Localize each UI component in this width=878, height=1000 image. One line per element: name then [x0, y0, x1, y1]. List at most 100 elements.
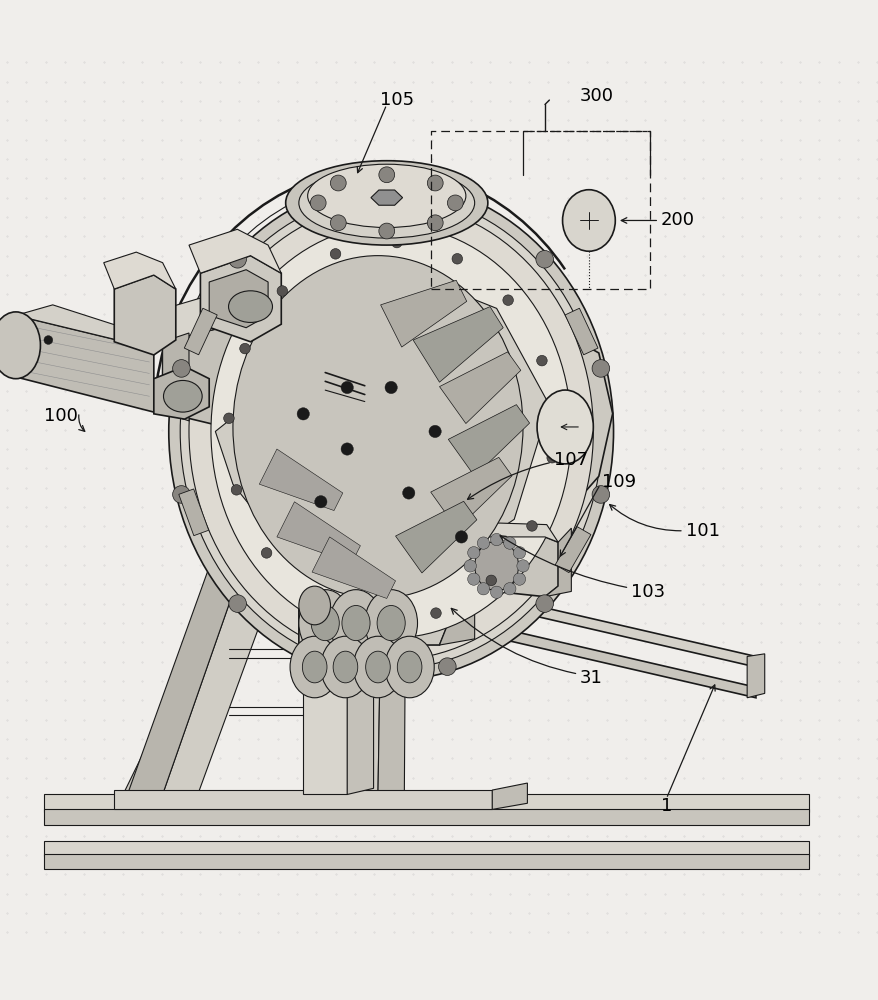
Polygon shape: [209, 270, 268, 328]
Polygon shape: [154, 366, 209, 419]
Ellipse shape: [364, 590, 417, 656]
Polygon shape: [565, 308, 597, 355]
Polygon shape: [461, 537, 558, 597]
Ellipse shape: [299, 586, 330, 625]
Ellipse shape: [536, 595, 553, 612]
Polygon shape: [127, 513, 259, 794]
Ellipse shape: [464, 560, 476, 572]
Ellipse shape: [172, 360, 190, 377]
Polygon shape: [200, 256, 281, 342]
Ellipse shape: [477, 537, 489, 549]
Polygon shape: [193, 511, 312, 639]
Ellipse shape: [326, 658, 343, 675]
Ellipse shape: [320, 636, 370, 698]
Polygon shape: [342, 518, 382, 794]
Ellipse shape: [307, 164, 465, 228]
Ellipse shape: [330, 249, 341, 259]
Ellipse shape: [546, 452, 557, 463]
Ellipse shape: [233, 256, 522, 598]
Ellipse shape: [562, 190, 615, 251]
Ellipse shape: [536, 355, 547, 366]
Polygon shape: [347, 500, 373, 645]
Ellipse shape: [592, 360, 609, 377]
Text: 31: 31: [579, 669, 602, 687]
Text: 109: 109: [601, 473, 636, 491]
Ellipse shape: [378, 167, 394, 183]
Polygon shape: [413, 307, 502, 382]
Polygon shape: [189, 229, 281, 273]
Ellipse shape: [378, 223, 394, 239]
Polygon shape: [44, 841, 808, 856]
Polygon shape: [544, 528, 571, 597]
Ellipse shape: [447, 195, 463, 211]
Ellipse shape: [536, 390, 593, 464]
Polygon shape: [461, 522, 558, 542]
Ellipse shape: [502, 295, 513, 305]
Polygon shape: [277, 502, 360, 563]
Polygon shape: [430, 457, 511, 529]
Polygon shape: [114, 790, 492, 809]
Polygon shape: [408, 491, 465, 586]
Polygon shape: [215, 273, 549, 590]
Ellipse shape: [503, 537, 515, 549]
Polygon shape: [16, 315, 154, 412]
Ellipse shape: [297, 408, 309, 420]
Text: 1: 1: [660, 797, 672, 815]
Ellipse shape: [0, 312, 40, 379]
Ellipse shape: [228, 595, 246, 612]
Ellipse shape: [342, 605, 370, 641]
Ellipse shape: [228, 291, 272, 322]
Ellipse shape: [474, 541, 518, 591]
Text: 100: 100: [44, 407, 78, 425]
Polygon shape: [299, 557, 448, 575]
Polygon shape: [44, 809, 808, 825]
Ellipse shape: [467, 547, 479, 559]
Ellipse shape: [314, 496, 327, 508]
Ellipse shape: [302, 651, 327, 683]
Ellipse shape: [592, 486, 609, 503]
Polygon shape: [259, 496, 406, 507]
Polygon shape: [395, 501, 476, 573]
Ellipse shape: [299, 168, 474, 238]
Ellipse shape: [385, 636, 434, 698]
Polygon shape: [439, 569, 474, 645]
Ellipse shape: [309, 593, 320, 604]
Polygon shape: [218, 507, 325, 632]
Ellipse shape: [341, 443, 353, 455]
Ellipse shape: [163, 380, 202, 412]
Ellipse shape: [285, 161, 487, 245]
Ellipse shape: [228, 250, 246, 268]
Ellipse shape: [333, 651, 357, 683]
Text: 107: 107: [553, 451, 587, 469]
Ellipse shape: [397, 651, 421, 683]
Ellipse shape: [526, 521, 536, 531]
Polygon shape: [378, 518, 406, 794]
Polygon shape: [44, 854, 808, 869]
Polygon shape: [162, 282, 329, 342]
Ellipse shape: [427, 175, 443, 191]
Ellipse shape: [290, 636, 339, 698]
Ellipse shape: [189, 203, 593, 660]
Ellipse shape: [169, 183, 613, 680]
Ellipse shape: [353, 636, 402, 698]
Polygon shape: [312, 537, 395, 598]
Polygon shape: [299, 582, 755, 698]
Ellipse shape: [438, 187, 456, 205]
Ellipse shape: [402, 487, 414, 499]
Ellipse shape: [330, 175, 346, 191]
Polygon shape: [347, 509, 373, 794]
Polygon shape: [104, 252, 176, 289]
Ellipse shape: [451, 254, 462, 264]
Ellipse shape: [503, 583, 515, 595]
Ellipse shape: [277, 286, 287, 296]
Polygon shape: [178, 489, 208, 536]
Polygon shape: [16, 305, 154, 349]
Ellipse shape: [548, 426, 558, 437]
Polygon shape: [440, 308, 612, 566]
Polygon shape: [299, 551, 755, 667]
Ellipse shape: [223, 413, 234, 424]
Ellipse shape: [490, 533, 502, 546]
Ellipse shape: [329, 590, 382, 656]
Ellipse shape: [369, 614, 379, 625]
Ellipse shape: [326, 187, 343, 205]
